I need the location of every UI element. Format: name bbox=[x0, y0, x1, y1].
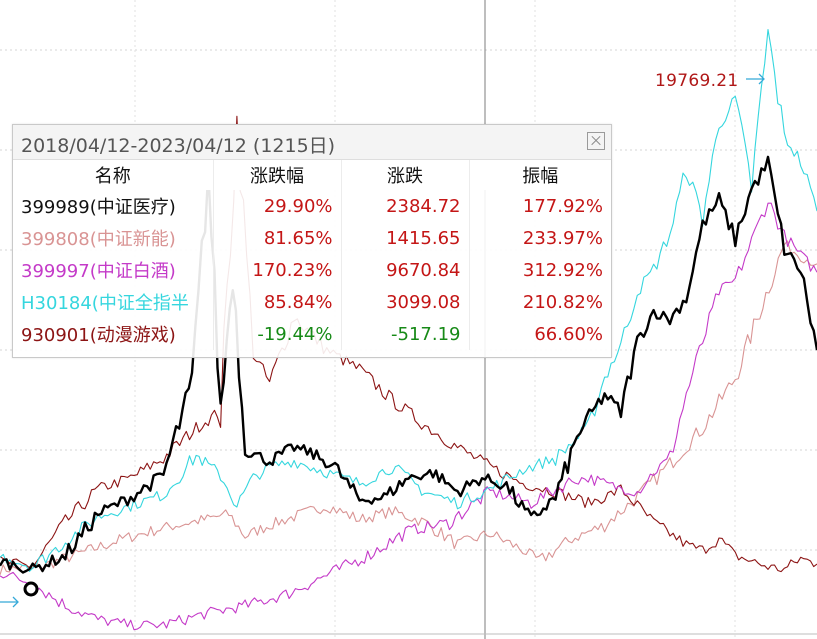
index-name: H30184(中证全指半 bbox=[13, 286, 214, 318]
column-header-amplitude[interactable]: 振幅 bbox=[469, 160, 611, 190]
change-pct-cell: 85.84% bbox=[213, 286, 342, 318]
series-line-1 bbox=[0, 155, 817, 574]
series-line-4 bbox=[0, 29, 817, 572]
table-row[interactable]: 399997(中证白酒) 170.23% 9670.84 312.92% bbox=[13, 254, 611, 286]
change-cell: 9670.84 bbox=[341, 254, 470, 286]
column-header-change[interactable]: 涨跌 bbox=[341, 160, 470, 190]
amplitude-cell: 177.92% bbox=[522, 195, 603, 217]
change-cell: 1415.65 bbox=[341, 222, 470, 254]
start-marker-icon bbox=[0, 581, 39, 608]
series-line-3 bbox=[0, 202, 817, 631]
range-stats-panel: 2018/04/12-2023/04/12 (1215日) 名称 涨跌幅 涨跌 … bbox=[12, 124, 612, 358]
panel-title: 2018/04/12-2023/04/12 (1215日) bbox=[21, 135, 336, 157]
change-pct-cell: -19.44% bbox=[213, 318, 342, 350]
table-row[interactable]: 399808(中证新能) 81.65% 1415.65 233.97% bbox=[13, 222, 611, 254]
amplitude-cell: 233.97% bbox=[522, 227, 603, 249]
series-line-2 bbox=[0, 240, 817, 575]
column-header-name[interactable]: 名称 bbox=[13, 160, 214, 190]
change-pct-cell: 29.90% bbox=[213, 190, 342, 222]
change-cell: 3099.08 bbox=[341, 286, 470, 318]
peak-marker-arrow bbox=[746, 73, 765, 85]
index-name: 399997(中证白酒) bbox=[13, 254, 214, 286]
table-row[interactable]: 399989(中证医疗) 29.90% 2384.72 177.92% bbox=[13, 190, 611, 222]
amplitude-cell: 210.82% bbox=[522, 291, 603, 313]
series-line-5 bbox=[0, 115, 817, 573]
change-pct-cell: 81.65% bbox=[213, 222, 342, 254]
index-name: 399808(中证新能) bbox=[13, 222, 214, 254]
table-header-row: 名称 涨跌幅 涨跌 振幅 bbox=[13, 160, 611, 190]
table-row[interactable]: 930901(动漫游戏) -19.44% -517.19 66.60% bbox=[13, 318, 611, 350]
amplitude-cell: 66.60% bbox=[534, 323, 603, 345]
change-pct-cell: 170.23% bbox=[213, 254, 342, 286]
table-row[interactable]: H30184(中证全指半 85.84% 3099.08 210.82% bbox=[13, 286, 611, 318]
change-cell: 2384.72 bbox=[341, 190, 470, 222]
stats-table: 名称 涨跌幅 涨跌 振幅 399989(中证医疗) 29.90% 2384.72… bbox=[13, 160, 611, 350]
index-name: 399989(中证医疗) bbox=[13, 190, 214, 222]
close-icon[interactable] bbox=[587, 132, 605, 150]
amplitude-cell: 312.92% bbox=[522, 259, 603, 281]
column-header-change-pct[interactable]: 涨跌幅 bbox=[213, 160, 342, 190]
panel-header: 2018/04/12-2023/04/12 (1215日) bbox=[13, 125, 611, 160]
series-layer bbox=[0, 29, 817, 631]
index-name: 930901(动漫游戏) bbox=[13, 318, 214, 350]
peak-value-label: 19769.21 bbox=[655, 71, 739, 91]
change-cell: -517.19 bbox=[341, 318, 470, 350]
